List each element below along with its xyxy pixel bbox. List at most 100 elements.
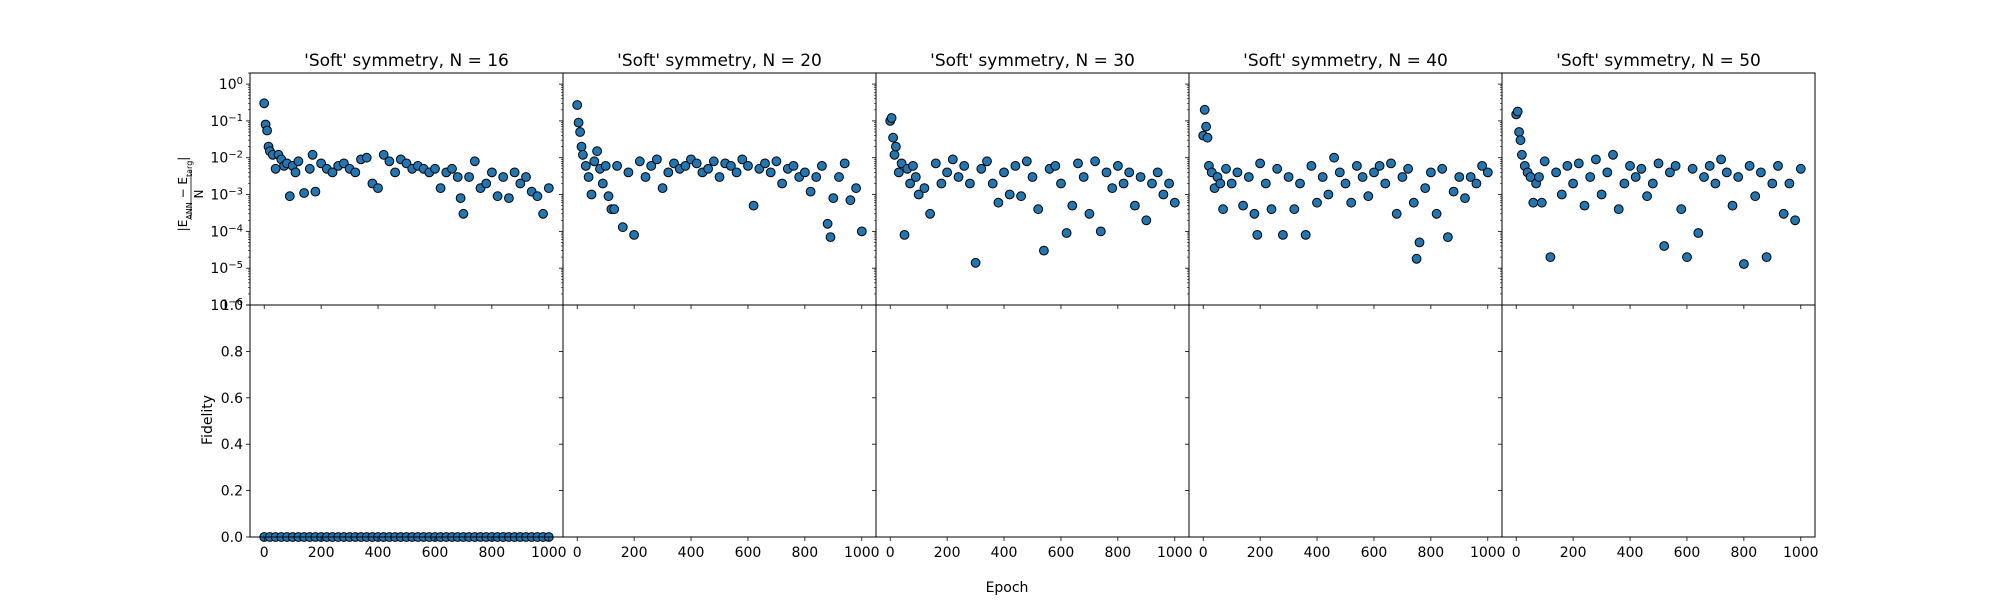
energy-data-point (765, 167, 776, 178)
energy-data-point (1169, 197, 1180, 208)
energy-data-point (646, 161, 657, 171)
energy-data-point (538, 208, 548, 219)
energy-data-point (378, 149, 389, 160)
energy-data-point (891, 141, 901, 152)
energy-data-point (1061, 228, 1072, 238)
energy-axes-frame (562, 72, 877, 306)
energy-data-point (481, 178, 492, 189)
energy-data-point (578, 149, 588, 160)
energy-data-point (800, 167, 810, 178)
energy-data-point (1073, 158, 1083, 169)
x-tick-label: 0 (1512, 545, 1521, 561)
energy-data-point (1573, 158, 1584, 169)
energy-data-point (592, 146, 602, 157)
energy-data-point (1295, 178, 1305, 189)
energy-data-point (953, 172, 964, 182)
x-tick-label: 600 (1361, 545, 1388, 561)
energy-data-point (828, 193, 839, 204)
energy-data-point (1050, 161, 1061, 171)
energy-data-point (1323, 189, 1334, 200)
energy-data-point (1443, 232, 1453, 243)
energy-data-point (1710, 178, 1721, 189)
energy-data-point (1221, 163, 1231, 174)
energy-data-point (1300, 230, 1311, 240)
energy-data-point (1141, 215, 1152, 226)
energy-data-point (726, 161, 736, 171)
energy-data-point (1420, 183, 1431, 194)
energy-data-point (1585, 172, 1596, 182)
x-tick-label: 200 (1247, 545, 1274, 561)
energy-data-point (680, 161, 691, 171)
y-axis-label-energy: |EANN − Etarg| N (176, 157, 206, 232)
x-tick-label: 600 (422, 545, 449, 561)
energy-data-point (1090, 156, 1100, 167)
energy-data-point (1512, 106, 1523, 117)
x-tick-label: 400 (678, 545, 705, 561)
energy-data-point (663, 167, 674, 178)
energy-data-point (447, 163, 457, 174)
energy-data-point (572, 100, 583, 110)
energy-data-point (893, 167, 904, 178)
energy-data-point (1260, 178, 1271, 189)
energy-data-point (910, 172, 921, 182)
energy-data-point (839, 158, 850, 169)
energy-data-point (731, 167, 742, 178)
energy-data-point (634, 156, 645, 167)
energy-data-point (290, 167, 301, 178)
energy-data-point (1226, 178, 1237, 189)
energy-data-point (1528, 197, 1539, 208)
energy-data-point (1010, 161, 1021, 171)
energy-data-point (1665, 167, 1675, 178)
energy-data-point (1147, 178, 1157, 189)
x-tick-label: 800 (1104, 545, 1131, 561)
energy-data-point (1687, 163, 1698, 174)
energy-data-point (543, 183, 554, 194)
panel-title: 'Soft' symmetry, N = 40 (1243, 51, 1448, 71)
energy-data-point (1374, 161, 1385, 171)
energy-data-point (1078, 172, 1089, 182)
energy-data-point (603, 191, 614, 202)
energy-data-point (691, 158, 702, 169)
fidelity-axes-frame (1188, 304, 1503, 538)
energy-y-tick-label: 100 (219, 76, 243, 94)
energy-data-point (1750, 191, 1761, 202)
energy-data-point (1534, 172, 1544, 182)
panel-title: 'Soft' symmetry, N = 20 (617, 51, 822, 71)
energy-data-point (504, 193, 514, 204)
energy-data-point (458, 208, 469, 219)
energy-data-point (1465, 172, 1476, 182)
energy-data-point (1653, 158, 1664, 169)
energy-data-point (856, 226, 867, 237)
energy-data-point (1647, 178, 1658, 189)
energy-data-point (1411, 253, 1422, 264)
energy-data-point (1113, 161, 1123, 171)
energy-data-point (919, 183, 930, 194)
energy-data-point (1312, 197, 1322, 208)
x-tick-label: 400 (365, 545, 392, 561)
energy-y-tick-label: 10−3 (210, 186, 243, 204)
y-axis-label-energy-denominator: N (192, 190, 206, 199)
x-tick-label: 600 (1674, 545, 1701, 561)
energy-data-point (1255, 158, 1265, 169)
energy-data-point (1477, 161, 1487, 171)
energy-data-point (834, 172, 844, 182)
energy-data-point (1130, 200, 1140, 211)
energy-data-point (987, 178, 998, 189)
x-tick-label: 400 (991, 545, 1018, 561)
energy-data-point (390, 167, 401, 178)
energy-data-point (1202, 132, 1213, 143)
energy-data-point (936, 178, 947, 189)
panel-title: 'Soft' symmetry, N = 50 (1556, 51, 1761, 71)
energy-data-point (1152, 167, 1163, 178)
energy-data-point (1403, 163, 1413, 174)
energy-data-point (777, 178, 787, 189)
fidelity-y-tick-label: 0.2 (221, 484, 243, 500)
y-axis-label-fidelity: Fidelity (200, 395, 216, 445)
energy-data-point (1437, 163, 1448, 174)
fidelity-axes-frame (562, 304, 877, 538)
energy-data-point (589, 156, 600, 167)
energy-data-point (1135, 172, 1146, 182)
energy-data-point (1039, 245, 1049, 256)
energy-data-point (1739, 259, 1749, 269)
energy-data-point (487, 167, 497, 178)
